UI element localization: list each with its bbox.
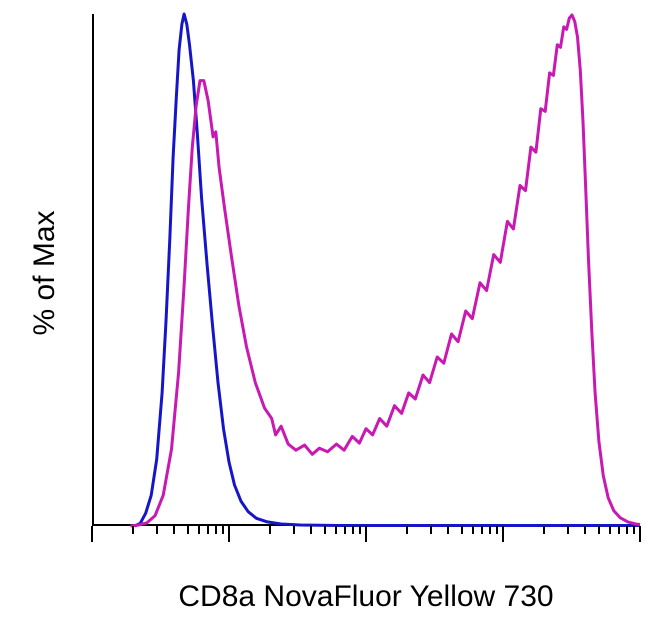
x-tick (187, 526, 189, 534)
x-tick (472, 526, 474, 534)
x-tick (461, 526, 463, 534)
x-tick (352, 526, 354, 534)
x-tick (502, 526, 504, 542)
x-tick (132, 526, 134, 534)
x-tick (344, 526, 346, 534)
x-tick (543, 526, 545, 534)
x-tick (481, 526, 483, 534)
x-tick (359, 526, 361, 534)
x-tick (222, 526, 224, 534)
x-tick (406, 526, 408, 534)
histogram-svg (0, 0, 650, 633)
x-tick (567, 526, 569, 534)
x-tick (293, 526, 295, 534)
x-tick (639, 526, 641, 542)
x-tick (310, 526, 312, 534)
x-tick (496, 526, 498, 534)
x-tick (633, 526, 635, 534)
x-tick (365, 526, 367, 542)
x-tick (447, 526, 449, 534)
x-tick (215, 526, 217, 534)
flow-cytometry-histogram: % of Max CD8a NovaFluor Yellow 730 (0, 0, 650, 633)
x-tick (489, 526, 491, 534)
x-tick (228, 526, 230, 542)
x-tick (626, 526, 628, 534)
x-tick (609, 526, 611, 534)
x-tick (173, 526, 175, 534)
x-tick (269, 526, 271, 534)
x-tick (91, 526, 93, 542)
x-tick (207, 526, 209, 534)
x-tick (598, 526, 600, 534)
x-tick (618, 526, 620, 534)
x-tick (198, 526, 200, 534)
x-tick (335, 526, 337, 534)
x-tick (430, 526, 432, 534)
x-tick (156, 526, 158, 534)
x-tick (584, 526, 586, 534)
x-tick (324, 526, 326, 534)
histogram-control (135, 14, 640, 526)
